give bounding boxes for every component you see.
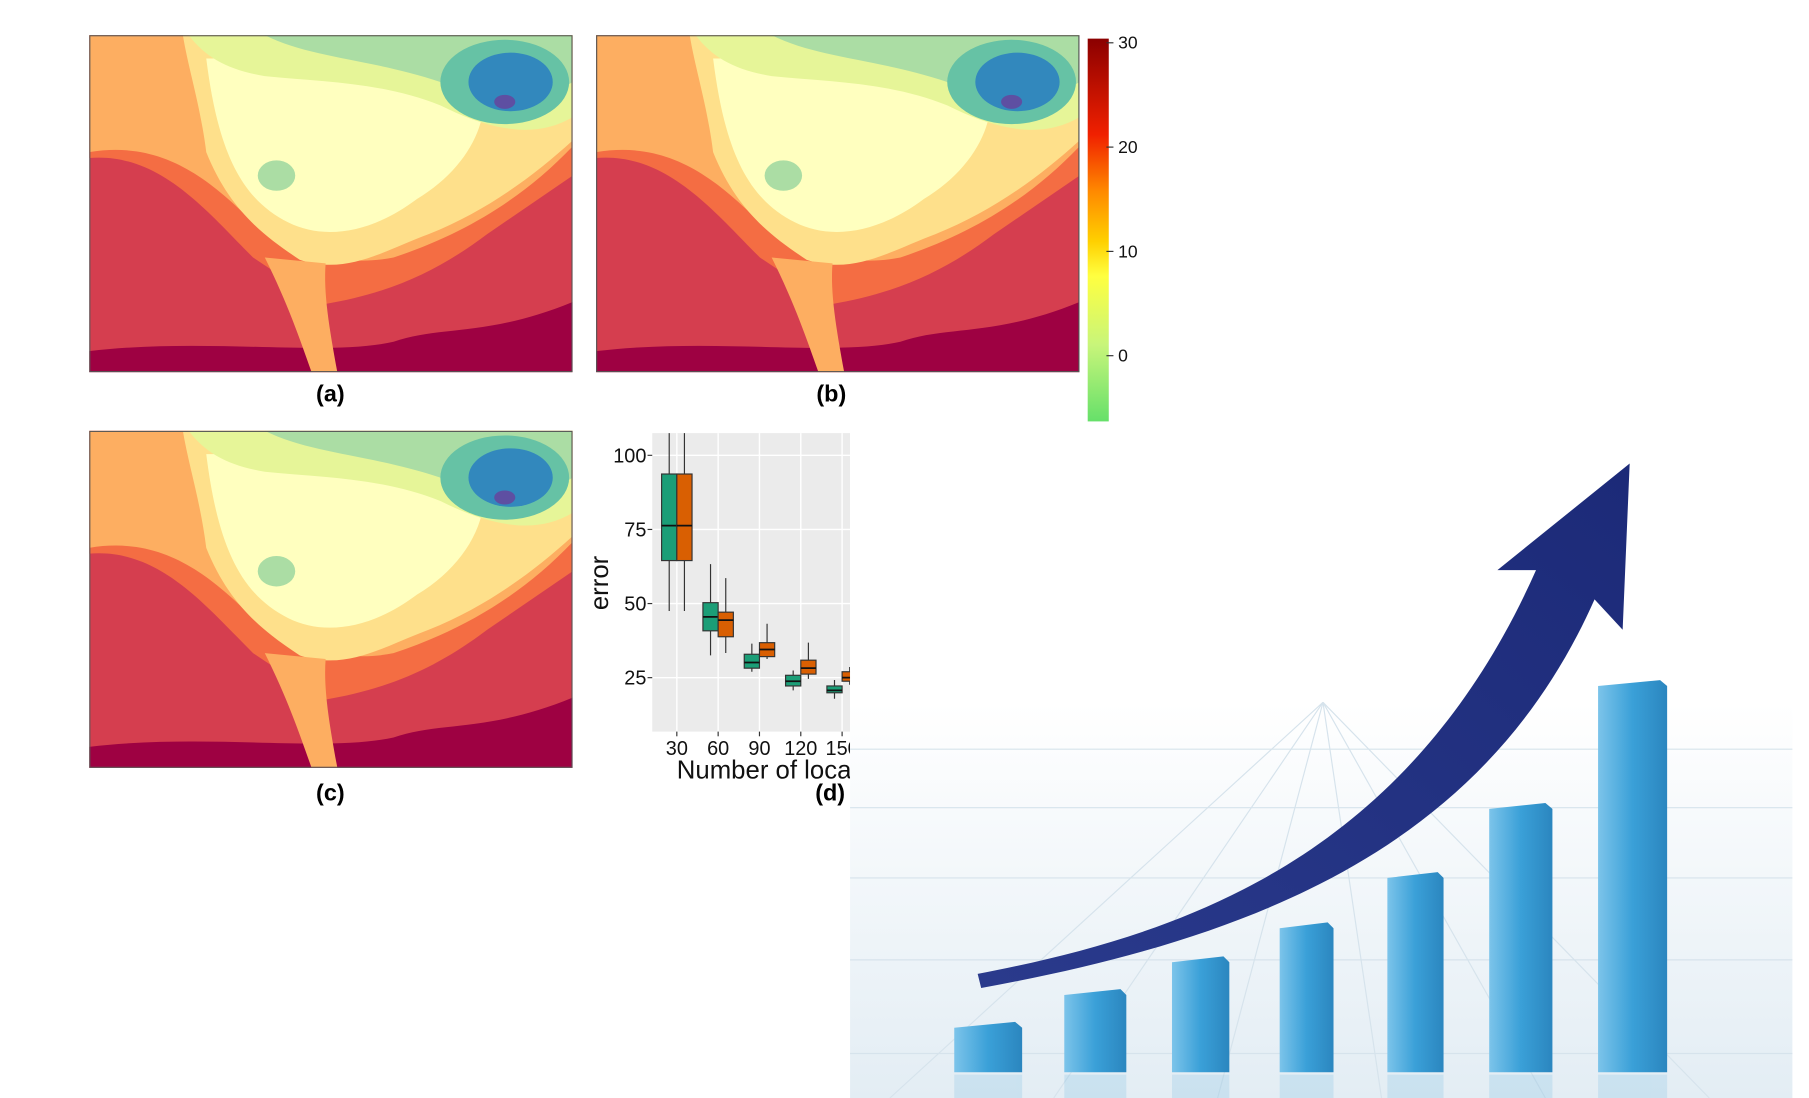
colorbar-tick-label: 10 <box>1118 241 1138 261</box>
y-tick-label: 75 <box>624 519 646 541</box>
box <box>662 474 677 561</box>
panel-label: (a) <box>316 381 345 407</box>
box <box>801 660 816 674</box>
box <box>718 612 733 637</box>
map-a <box>89 35 572 372</box>
colorbar-tick-label: 30 <box>1118 33 1138 53</box>
box <box>744 654 759 668</box>
colorbar-tick-label: 20 <box>1118 137 1138 157</box>
box <box>842 672 857 681</box>
colorbar: 0 10 20 30 <box>1088 33 1138 422</box>
y-tick-label: 100 <box>613 445 646 467</box>
box <box>827 686 842 693</box>
panel-label: (c) <box>316 780 345 806</box>
figure: (a) (b) (c) (d) 0102030 2550751003060901… <box>0 0 1809 1098</box>
colorbar-tick-label: 0 <box>1118 346 1128 366</box>
colorbar-scale <box>1088 39 1109 422</box>
y-tick-label: 25 <box>624 668 646 690</box>
box <box>677 474 692 561</box>
panel-label: (b) <box>816 381 846 407</box>
y-tick-label: 50 <box>624 594 646 616</box>
y-axis-label: error <box>586 555 614 610</box>
growth-illustration <box>850 464 1792 1098</box>
map-c <box>89 431 572 768</box>
map-b <box>596 35 1079 372</box>
